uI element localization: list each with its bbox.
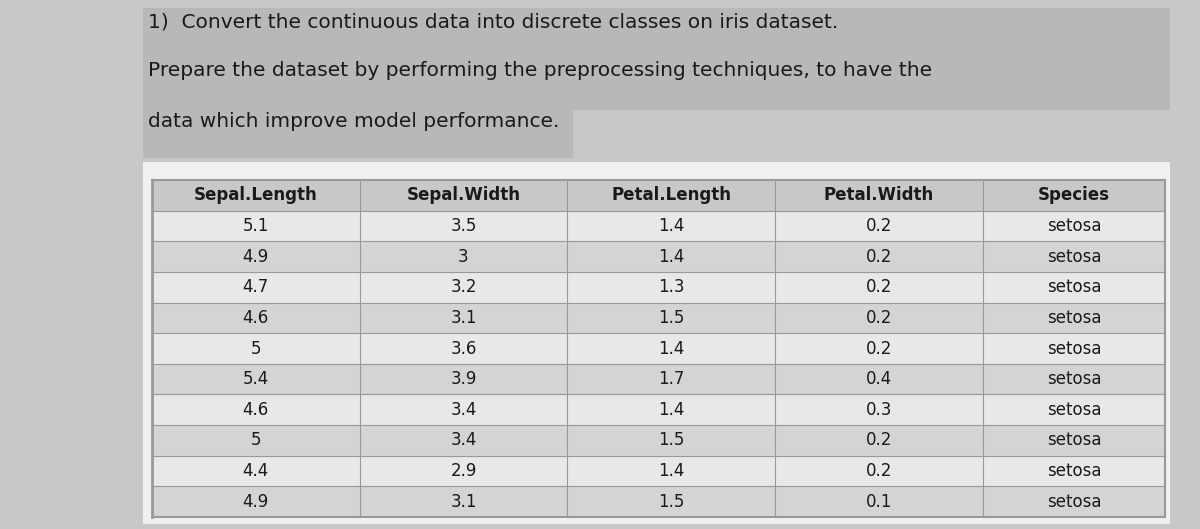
Text: 0.3: 0.3 — [865, 401, 892, 419]
Text: 3.1: 3.1 — [450, 492, 476, 510]
FancyBboxPatch shape — [152, 364, 1165, 395]
FancyBboxPatch shape — [152, 180, 1165, 211]
Text: 1.5: 1.5 — [658, 432, 684, 450]
Text: 0.2: 0.2 — [865, 248, 892, 266]
Text: 3.2: 3.2 — [450, 278, 476, 296]
Text: Petal.Length: Petal.Length — [611, 186, 731, 204]
Text: setosa: setosa — [1046, 432, 1102, 450]
Text: setosa: setosa — [1046, 217, 1102, 235]
Text: 1.4: 1.4 — [658, 462, 684, 480]
Text: setosa: setosa — [1046, 401, 1102, 419]
FancyBboxPatch shape — [152, 395, 1165, 425]
FancyBboxPatch shape — [152, 455, 1165, 486]
Text: 4.7: 4.7 — [242, 278, 269, 296]
Text: Prepare the dataset by performing the preprocessing techniques, to have the: Prepare the dataset by performing the pr… — [148, 61, 932, 80]
Text: 1.4: 1.4 — [658, 248, 684, 266]
FancyBboxPatch shape — [152, 303, 1165, 333]
Text: Petal.Width: Petal.Width — [823, 186, 934, 204]
Text: 1)  Convert the continuous data into discrete classes on iris dataset.: 1) Convert the continuous data into disc… — [148, 13, 839, 32]
Text: 3.6: 3.6 — [450, 340, 476, 358]
FancyBboxPatch shape — [152, 211, 1165, 241]
Text: 3.9: 3.9 — [450, 370, 476, 388]
Text: 1.5: 1.5 — [658, 492, 684, 510]
Text: 3.1: 3.1 — [450, 309, 476, 327]
Text: 4.9: 4.9 — [242, 248, 269, 266]
Text: data which improve model performance.: data which improve model performance. — [148, 112, 559, 131]
FancyBboxPatch shape — [152, 486, 1165, 517]
Text: 1.5: 1.5 — [658, 309, 684, 327]
Text: setosa: setosa — [1046, 248, 1102, 266]
Text: 0.2: 0.2 — [865, 432, 892, 450]
Text: Species: Species — [1038, 186, 1110, 204]
FancyBboxPatch shape — [152, 272, 1165, 303]
Text: Sepal.Length: Sepal.Length — [194, 186, 318, 204]
Text: 2.9: 2.9 — [450, 462, 476, 480]
Text: 3: 3 — [458, 248, 469, 266]
Text: 0.1: 0.1 — [865, 492, 892, 510]
Text: 3.4: 3.4 — [450, 401, 476, 419]
Text: setosa: setosa — [1046, 492, 1102, 510]
Text: 0.2: 0.2 — [865, 462, 892, 480]
Text: 5: 5 — [251, 340, 262, 358]
FancyBboxPatch shape — [152, 241, 1165, 272]
Text: 0.4: 0.4 — [865, 370, 892, 388]
FancyBboxPatch shape — [143, 162, 1170, 524]
Text: 4.6: 4.6 — [242, 309, 269, 327]
Text: 1.7: 1.7 — [658, 370, 684, 388]
Text: 4.4: 4.4 — [242, 462, 269, 480]
Text: 0.2: 0.2 — [865, 309, 892, 327]
FancyBboxPatch shape — [143, 8, 1170, 110]
FancyBboxPatch shape — [143, 110, 574, 158]
Text: 5.1: 5.1 — [242, 217, 269, 235]
Text: 5.4: 5.4 — [242, 370, 269, 388]
Text: 3.5: 3.5 — [450, 217, 476, 235]
Text: 4.6: 4.6 — [242, 401, 269, 419]
FancyBboxPatch shape — [152, 425, 1165, 455]
Text: 1.4: 1.4 — [658, 340, 684, 358]
Text: 1.4: 1.4 — [658, 217, 684, 235]
FancyBboxPatch shape — [152, 333, 1165, 364]
Text: 0.2: 0.2 — [865, 278, 892, 296]
Text: 0.2: 0.2 — [865, 217, 892, 235]
Text: 3.4: 3.4 — [450, 432, 476, 450]
Text: setosa: setosa — [1046, 278, 1102, 296]
Text: setosa: setosa — [1046, 462, 1102, 480]
Text: setosa: setosa — [1046, 370, 1102, 388]
Text: setosa: setosa — [1046, 340, 1102, 358]
Text: setosa: setosa — [1046, 309, 1102, 327]
Text: 4.9: 4.9 — [242, 492, 269, 510]
Text: 1.4: 1.4 — [658, 401, 684, 419]
Text: 1.3: 1.3 — [658, 278, 684, 296]
Text: 0.2: 0.2 — [865, 340, 892, 358]
Text: Sepal.Width: Sepal.Width — [407, 186, 521, 204]
Text: 5: 5 — [251, 432, 262, 450]
